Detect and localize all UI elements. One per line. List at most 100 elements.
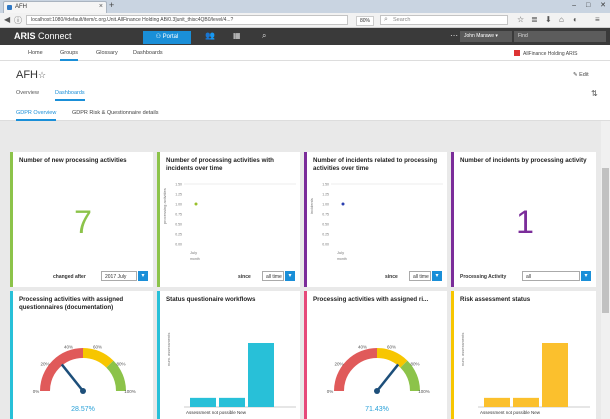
gauge-value: 71.43% <box>365 406 389 413</box>
gauge-hub <box>80 388 86 394</box>
tab-overview[interactable]: Overview <box>16 90 39 96</box>
subtab-gdpr-risk[interactable]: GDPR Risk & Questionnaire details <box>72 110 159 116</box>
x-axis-label: month <box>190 257 200 261</box>
dropdown-icon[interactable]: ▾ <box>581 271 591 281</box>
sub-navigation: Home Groups Glossary Dashboards <box>0 45 610 61</box>
gauge-tick: 0% <box>327 389 334 394</box>
nav-glossary[interactable]: Glossary <box>96 50 118 56</box>
processing-activity-select[interactable]: all <box>522 271 580 281</box>
nav-groups[interactable]: Groups <box>60 50 79 61</box>
card-title: Risk assessment status <box>460 296 531 303</box>
window-controls: – □ ✕ <box>564 1 606 9</box>
reading-list-icon[interactable]: ≣ <box>531 15 538 24</box>
data-point <box>194 202 198 206</box>
page-header <box>0 61 610 121</box>
bookmark-icon[interactable]: ☆ <box>517 15 525 24</box>
home-icon[interactable]: ⌂ <box>559 15 564 24</box>
subtab-gdpr-overview[interactable]: GDPR Overview <box>16 110 57 121</box>
pocket-icon[interactable]: ◐ <box>573 15 578 24</box>
card-title: Number of incidents by processing activi… <box>460 157 587 164</box>
search-placeholder: Search <box>393 17 411 23</box>
browser-tab[interactable]: AFH × <box>3 1 107 13</box>
nav-dashboards[interactable]: Dashboards <box>133 50 163 56</box>
more-icon[interactable]: ⋯ <box>450 31 458 40</box>
x-tick: July <box>337 250 344 255</box>
url-field[interactable]: localhost:1080/#default/item/c.org.Unit.… <box>26 15 348 25</box>
aris-logo: ARIS Connect <box>14 31 72 41</box>
since-select[interactable]: all time <box>409 271 431 281</box>
search-icon[interactable]: ⌕ <box>262 31 267 40</box>
gauge-tick: 60% <box>387 344 396 349</box>
gauge-tick: 0% <box>33 389 40 394</box>
gauge-tick: 80% <box>117 361 126 366</box>
bar <box>219 397 245 407</box>
card-incidents-by-activity: Number of incidents by processing activi… <box>451 152 596 287</box>
close-window-icon[interactable]: ✕ <box>600 2 606 9</box>
y-tick: 0.75 <box>322 213 329 217</box>
gauge-tick: 80% <box>411 361 420 366</box>
gauge-tick: 40% <box>358 344 367 349</box>
y-tick: 1.25 <box>175 193 182 197</box>
bar <box>190 397 216 407</box>
gauge-tick: 20% <box>40 361 49 366</box>
bar-chart: num. assessments Assessment not possible… <box>460 333 590 415</box>
gauge-green-band <box>106 360 126 392</box>
changed-after-select[interactable]: 2017 July <box>101 271 137 281</box>
info-icon[interactable]: ⓘ <box>14 16 22 25</box>
minimize-icon[interactable]: – <box>572 2 576 9</box>
users-icon[interactable]: 👥 <box>205 31 215 40</box>
y-tick: 1.50 <box>322 183 329 187</box>
bar <box>542 343 568 407</box>
dropdown-icon[interactable]: ▾ <box>138 271 148 281</box>
user-menu[interactable]: John Marawe ▾ <box>460 31 512 42</box>
scrollbar-thumb[interactable] <box>602 168 609 313</box>
line-chart: processing activities 1.50 1.25 1.00 0.75 0.… <box>162 183 296 261</box>
card-title: Number of new processing activities <box>19 157 127 164</box>
y-tick: 1.50 <box>175 183 182 187</box>
tab-dashboards[interactable]: Dashboards <box>55 90 85 101</box>
menu-icon[interactable]: ≡ <box>595 15 600 24</box>
address-bar: ◀ ⓘ localhost:1080/#default/item/c.org.U… <box>0 13 610 28</box>
card-risk-assessment-status: Risk assessment status num. assessments … <box>451 291 596 419</box>
gauge-chart: 0% 20% 40% 60% 80% 100% 28.57% <box>33 344 136 413</box>
y-axis-label: processing activities <box>162 188 167 224</box>
card-title: Number of processing activities with inc… <box>166 157 274 172</box>
nav-home[interactable]: Home <box>28 50 43 56</box>
line-chart: incidents 1.50 1.25 1.00 0.75 0.50 0.25 0.00 J… <box>309 183 443 261</box>
bar-chart: num. assessments Assessment not possible… <box>166 333 296 415</box>
card-processing-incidents-over-time: Number of processing activities with inc… <box>157 152 300 287</box>
find-input[interactable]: Find <box>514 31 606 42</box>
bar <box>484 397 510 407</box>
gauge-green-band <box>400 360 420 392</box>
favorite-star-icon[interactable]: ☆ <box>38 70 47 80</box>
y-tick: 1.00 <box>322 203 329 207</box>
page-title: AFH <box>16 69 38 81</box>
back-icon[interactable]: ◀ <box>4 15 11 24</box>
x-axis-labels: Assessment not possible New <box>186 410 247 415</box>
maximize-icon[interactable]: □ <box>585 2 591 9</box>
y-tick: 0.25 <box>175 233 182 237</box>
gauge-ticks: 0% 20% 40% 60% 80% 100% <box>327 344 430 394</box>
zoom-level[interactable]: 80% <box>356 16 374 26</box>
browser-search-input[interactable]: ⌕ Search <box>380 15 508 25</box>
kpi-value: 7 <box>74 204 92 240</box>
collaboration-icon[interactable]: ▦ <box>233 31 241 40</box>
gauge-needle <box>376 363 400 392</box>
dropdown-icon[interactable]: ▾ <box>285 271 295 281</box>
portal-button[interactable]: ⚇ Portal <box>143 31 191 44</box>
tab-close-icon[interactable]: × <box>98 3 103 10</box>
dropdown-icon[interactable]: ▾ <box>432 271 442 281</box>
x-axis-labels: Assessment not possible New <box>480 410 541 415</box>
gauge-ticks: 0% 20% 40% 60% 80% 100% <box>33 344 136 394</box>
gauge-tick: 40% <box>64 344 73 349</box>
gauge-tick: 100% <box>418 389 430 394</box>
filter-settings-icon[interactable]: ⇅ <box>591 89 598 98</box>
download-icon[interactable]: ⬇ <box>545 15 552 24</box>
tab-title: AFH <box>15 4 27 10</box>
edit-button[interactable]: ✎ Edit <box>573 72 589 78</box>
card-title: Processing activities with assigned ques… <box>19 296 124 311</box>
gauge-needle <box>60 363 84 392</box>
since-select[interactable]: all time <box>262 271 284 281</box>
gauge-value: 28.57% <box>71 406 95 413</box>
new-tab-button[interactable]: + <box>109 0 115 10</box>
